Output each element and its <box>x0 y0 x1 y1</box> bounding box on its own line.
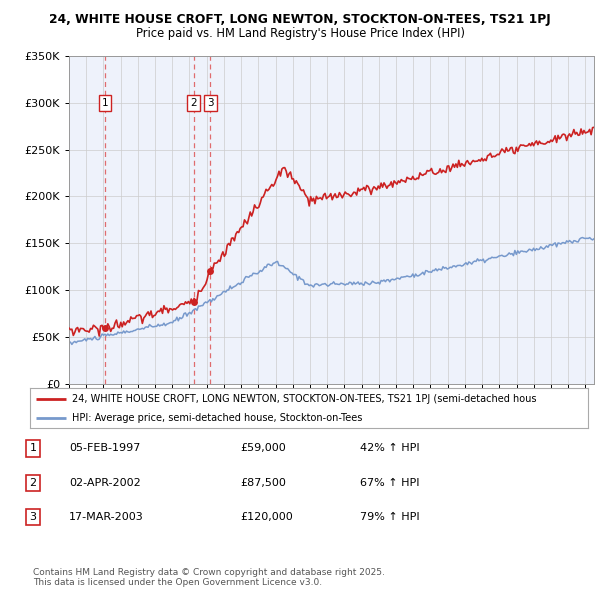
Text: 17-MAR-2003: 17-MAR-2003 <box>69 512 144 522</box>
Text: 3: 3 <box>29 512 37 522</box>
Text: 2: 2 <box>29 478 37 487</box>
Text: 1: 1 <box>29 444 37 453</box>
Text: £120,000: £120,000 <box>240 512 293 522</box>
Text: 79% ↑ HPI: 79% ↑ HPI <box>360 512 419 522</box>
Text: £87,500: £87,500 <box>240 478 286 487</box>
Text: 67% ↑ HPI: 67% ↑ HPI <box>360 478 419 487</box>
Text: 1: 1 <box>101 98 108 108</box>
Text: Contains HM Land Registry data © Crown copyright and database right 2025.
This d: Contains HM Land Registry data © Crown c… <box>33 568 385 587</box>
Text: £59,000: £59,000 <box>240 444 286 453</box>
Text: 42% ↑ HPI: 42% ↑ HPI <box>360 444 419 453</box>
Text: 24, WHITE HOUSE CROFT, LONG NEWTON, STOCKTON-ON-TEES, TS21 1PJ (semi-detached ho: 24, WHITE HOUSE CROFT, LONG NEWTON, STOC… <box>72 394 536 404</box>
Text: 24, WHITE HOUSE CROFT, LONG NEWTON, STOCKTON-ON-TEES, TS21 1PJ: 24, WHITE HOUSE CROFT, LONG NEWTON, STOC… <box>49 13 551 26</box>
Text: 3: 3 <box>207 98 214 108</box>
Text: 2: 2 <box>190 98 197 108</box>
Text: 02-APR-2002: 02-APR-2002 <box>69 478 141 487</box>
Text: 05-FEB-1997: 05-FEB-1997 <box>69 444 140 453</box>
Text: Price paid vs. HM Land Registry's House Price Index (HPI): Price paid vs. HM Land Registry's House … <box>136 27 464 40</box>
Text: HPI: Average price, semi-detached house, Stockton-on-Tees: HPI: Average price, semi-detached house,… <box>72 413 362 422</box>
